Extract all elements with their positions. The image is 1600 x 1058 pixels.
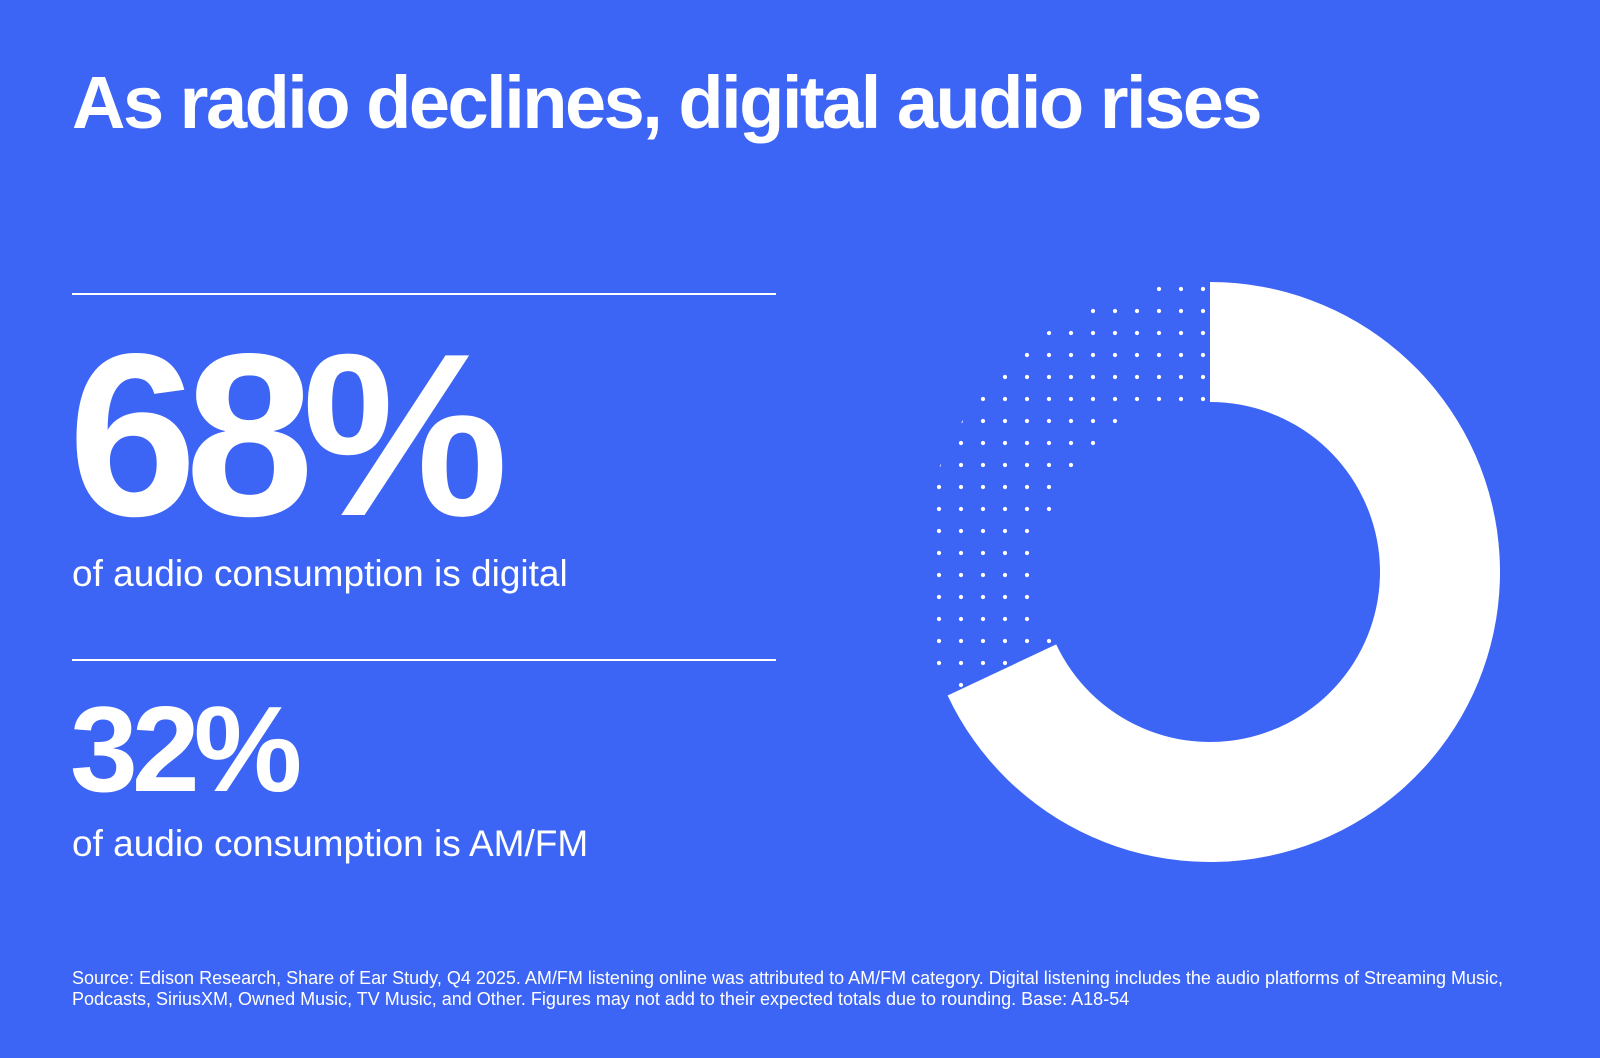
- digital-share-value: 68%: [68, 306, 508, 565]
- page-title: As radio declines, digital audio rises: [72, 61, 1263, 144]
- digital-share-caption: of audio consumption is digital: [72, 553, 568, 594]
- divider-top: [72, 293, 776, 295]
- amfm-share-value: 32%: [70, 681, 302, 817]
- divider-middle: [72, 659, 776, 661]
- donut-slice-digital: [947, 282, 1500, 862]
- amfm-share-caption: of audio consumption is AM/FM: [72, 823, 589, 864]
- source-note: Source: Edison Research, Share of Ear St…: [72, 968, 1504, 1009]
- donut-slice-am-fm: [920, 282, 1210, 696]
- donut-chart: [920, 282, 1500, 862]
